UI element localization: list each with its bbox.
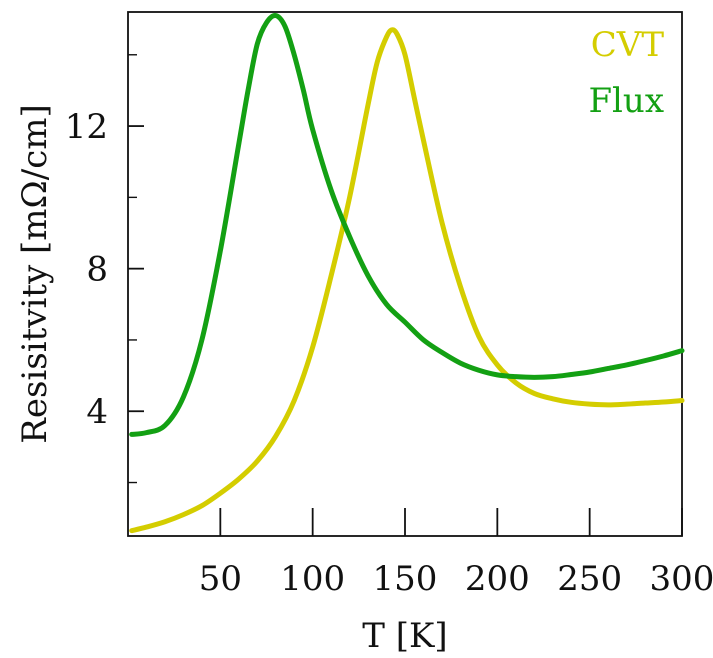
legend: CVT Flux: [588, 25, 664, 121]
x-tick-label-5: 300: [650, 559, 713, 599]
series-layer: [129, 13, 685, 534]
x-tick-label-2: 150: [373, 559, 438, 599]
x-tick-label-0: 50: [199, 559, 242, 599]
y-tick-label-1: 8: [86, 250, 108, 290]
x-tick-label-3: 200: [465, 559, 530, 599]
x-tick-label-1: 100: [280, 559, 345, 599]
legend-entry-cvt: CVT: [591, 25, 665, 65]
y-tick-label-0: 4: [86, 392, 108, 432]
y-axis-label: Resisitvity [mΩ/cm]: [15, 104, 55, 444]
tick-layer: 50 100 150 200 250 300 4 8 12: [65, 54, 713, 599]
x-axis-label: T [K]: [362, 616, 447, 656]
y-tick-label-2: 12: [65, 107, 108, 147]
legend-entry-flux: Flux: [588, 81, 664, 121]
series-line-cvt: [129, 27, 685, 534]
series-line-flux: [129, 13, 685, 437]
x-tick-label-4: 250: [557, 559, 622, 599]
